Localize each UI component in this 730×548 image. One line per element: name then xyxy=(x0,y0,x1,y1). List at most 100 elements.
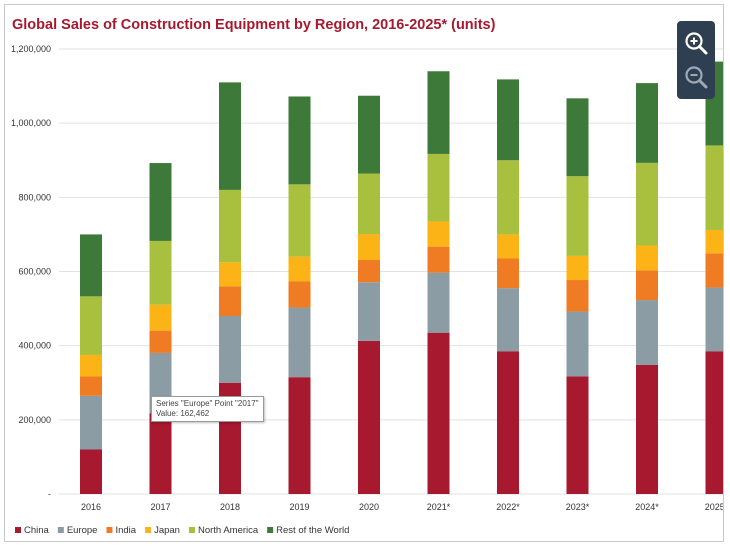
y-axis-ticks: - 200,000 400,000 600,000 800,000 1,000,000 1,… xyxy=(11,44,51,499)
bar-segment[interactable] xyxy=(288,184,311,257)
bar-segment[interactable] xyxy=(566,376,589,494)
bar-segment[interactable] xyxy=(636,245,658,271)
x-tick-label: 2025* xyxy=(705,502,724,512)
bar-segment[interactable] xyxy=(497,234,519,259)
zoom-in-icon xyxy=(685,32,708,55)
bar-segment[interactable] xyxy=(427,246,450,273)
bar-segment[interactable] xyxy=(705,287,725,352)
bar-segment[interactable] xyxy=(288,281,311,308)
bar-segment[interactable] xyxy=(566,280,589,312)
bar-segment[interactable] xyxy=(427,153,450,222)
bar-segment[interactable] xyxy=(636,83,658,163)
bar-segment[interactable] xyxy=(566,311,589,377)
legend-label[interactable]: Europe xyxy=(67,525,98,536)
legend-label[interactable]: India xyxy=(115,525,136,536)
bar-segment[interactable] xyxy=(219,82,241,190)
bar-segment[interactable] xyxy=(566,255,589,281)
bar-segment[interactable] xyxy=(288,377,311,494)
x-tick-label: 2024* xyxy=(635,502,659,512)
bar-segment[interactable] xyxy=(427,272,450,333)
bar-segment[interactable] xyxy=(149,413,172,494)
bar-segment[interactable] xyxy=(705,253,725,288)
bar-segment[interactable] xyxy=(358,340,380,494)
bar-segment[interactable] xyxy=(149,304,172,331)
bar-segment[interactable] xyxy=(149,163,172,241)
y-tick-label: 1,200,000 xyxy=(11,44,51,54)
y-tick-label: 800,000 xyxy=(18,192,51,202)
tooltip-series-line: Series "Europe" Point "2017" xyxy=(156,399,259,408)
zoom-out-icon xyxy=(685,66,708,89)
y-tick-label: 400,000 xyxy=(18,341,51,351)
bar-segment[interactable] xyxy=(566,176,589,256)
y-tick-label: 200,000 xyxy=(18,415,51,425)
bar-segment[interactable] xyxy=(149,240,172,305)
bar-segment[interactable] xyxy=(705,229,725,254)
bars xyxy=(80,61,725,495)
bar-segment[interactable] xyxy=(80,234,102,297)
zoom-out-button[interactable] xyxy=(682,63,710,91)
chart-title: Global Sales of Construction Equipment b… xyxy=(12,17,496,33)
bar-segment[interactable] xyxy=(497,79,519,161)
legend-swatch xyxy=(106,527,113,533)
zoom-in-button[interactable] xyxy=(682,29,710,57)
bar-segment[interactable] xyxy=(358,95,380,174)
bar-segment[interactable] xyxy=(149,330,172,353)
legend-swatch xyxy=(57,527,64,533)
bar-segment[interactable] xyxy=(497,160,519,235)
x-tick-label: 2016 xyxy=(81,502,101,512)
legend-swatch xyxy=(145,527,152,533)
bar-segment[interactable] xyxy=(358,234,380,261)
tooltip-value-line: Value: 162,462 xyxy=(156,409,210,418)
legend-label[interactable]: Rest of the World xyxy=(276,525,349,536)
x-tick-label: 2019 xyxy=(289,502,309,512)
bar-segment[interactable] xyxy=(219,189,241,263)
bar-segment[interactable] xyxy=(705,145,725,230)
bar-segment[interactable] xyxy=(80,395,102,450)
data-tooltip: Series "Europe" Point "2017" Value: 162,… xyxy=(151,396,264,422)
x-tick-label: 2017 xyxy=(150,502,170,512)
bar-segment[interactable] xyxy=(566,98,589,177)
bar-segment[interactable] xyxy=(497,351,519,494)
bar-segment[interactable] xyxy=(427,221,450,247)
y-tick-label: - xyxy=(48,489,51,499)
gridlines xyxy=(59,48,723,495)
bar-segment[interactable] xyxy=(80,296,102,355)
bar-segment[interactable] xyxy=(80,354,102,377)
bar-segment[interactable] xyxy=(288,96,311,185)
bar-segment[interactable] xyxy=(427,332,450,494)
x-tick-label: 2023* xyxy=(566,502,590,512)
legend-swatch xyxy=(267,527,274,533)
bar-segment[interactable] xyxy=(288,256,311,282)
bar-segment[interactable] xyxy=(80,449,102,495)
bar-segment[interactable] xyxy=(80,376,102,396)
bar-segment[interactable] xyxy=(427,71,450,154)
bar-segment[interactable] xyxy=(497,258,519,289)
x-tick-label: 2020 xyxy=(359,502,379,512)
bar-segment[interactable] xyxy=(219,262,241,287)
bar-segment[interactable] xyxy=(219,316,241,383)
bar-segment[interactable] xyxy=(636,162,658,246)
y-tick-label: 600,000 xyxy=(18,267,51,277)
bar-segment[interactable] xyxy=(636,300,658,365)
bar-segment[interactable] xyxy=(358,173,380,235)
bar-segment[interactable] xyxy=(705,351,725,494)
bar-segment[interactable] xyxy=(497,288,519,352)
legend: China Europe India Japan North America Rest o… xyxy=(15,525,349,536)
x-tick-label: 2018 xyxy=(220,502,240,512)
legend-label[interactable]: North America xyxy=(198,525,259,536)
bar-segment[interactable] xyxy=(636,270,658,301)
zoom-panel xyxy=(677,21,715,99)
x-tick-label: 2022* xyxy=(496,502,520,512)
legend-label[interactable]: Japan xyxy=(154,525,180,536)
legend-swatch xyxy=(188,527,195,533)
bar-segment[interactable] xyxy=(288,307,311,378)
x-tick-label: 2021* xyxy=(427,502,451,512)
bar-segment[interactable] xyxy=(358,282,380,341)
bar-segment[interactable] xyxy=(219,286,241,316)
bar-segment[interactable] xyxy=(358,260,380,283)
legend-label[interactable]: China xyxy=(24,525,50,536)
legend-swatch xyxy=(15,527,21,533)
chart-frame: Global Sales of Construction Equipment b… xyxy=(4,4,724,542)
x-axis-ticks: 2016 2017 2018 2019 2020 2021* 2022* 2023* 2024*… xyxy=(81,502,724,512)
bar-segment[interactable] xyxy=(636,364,658,494)
